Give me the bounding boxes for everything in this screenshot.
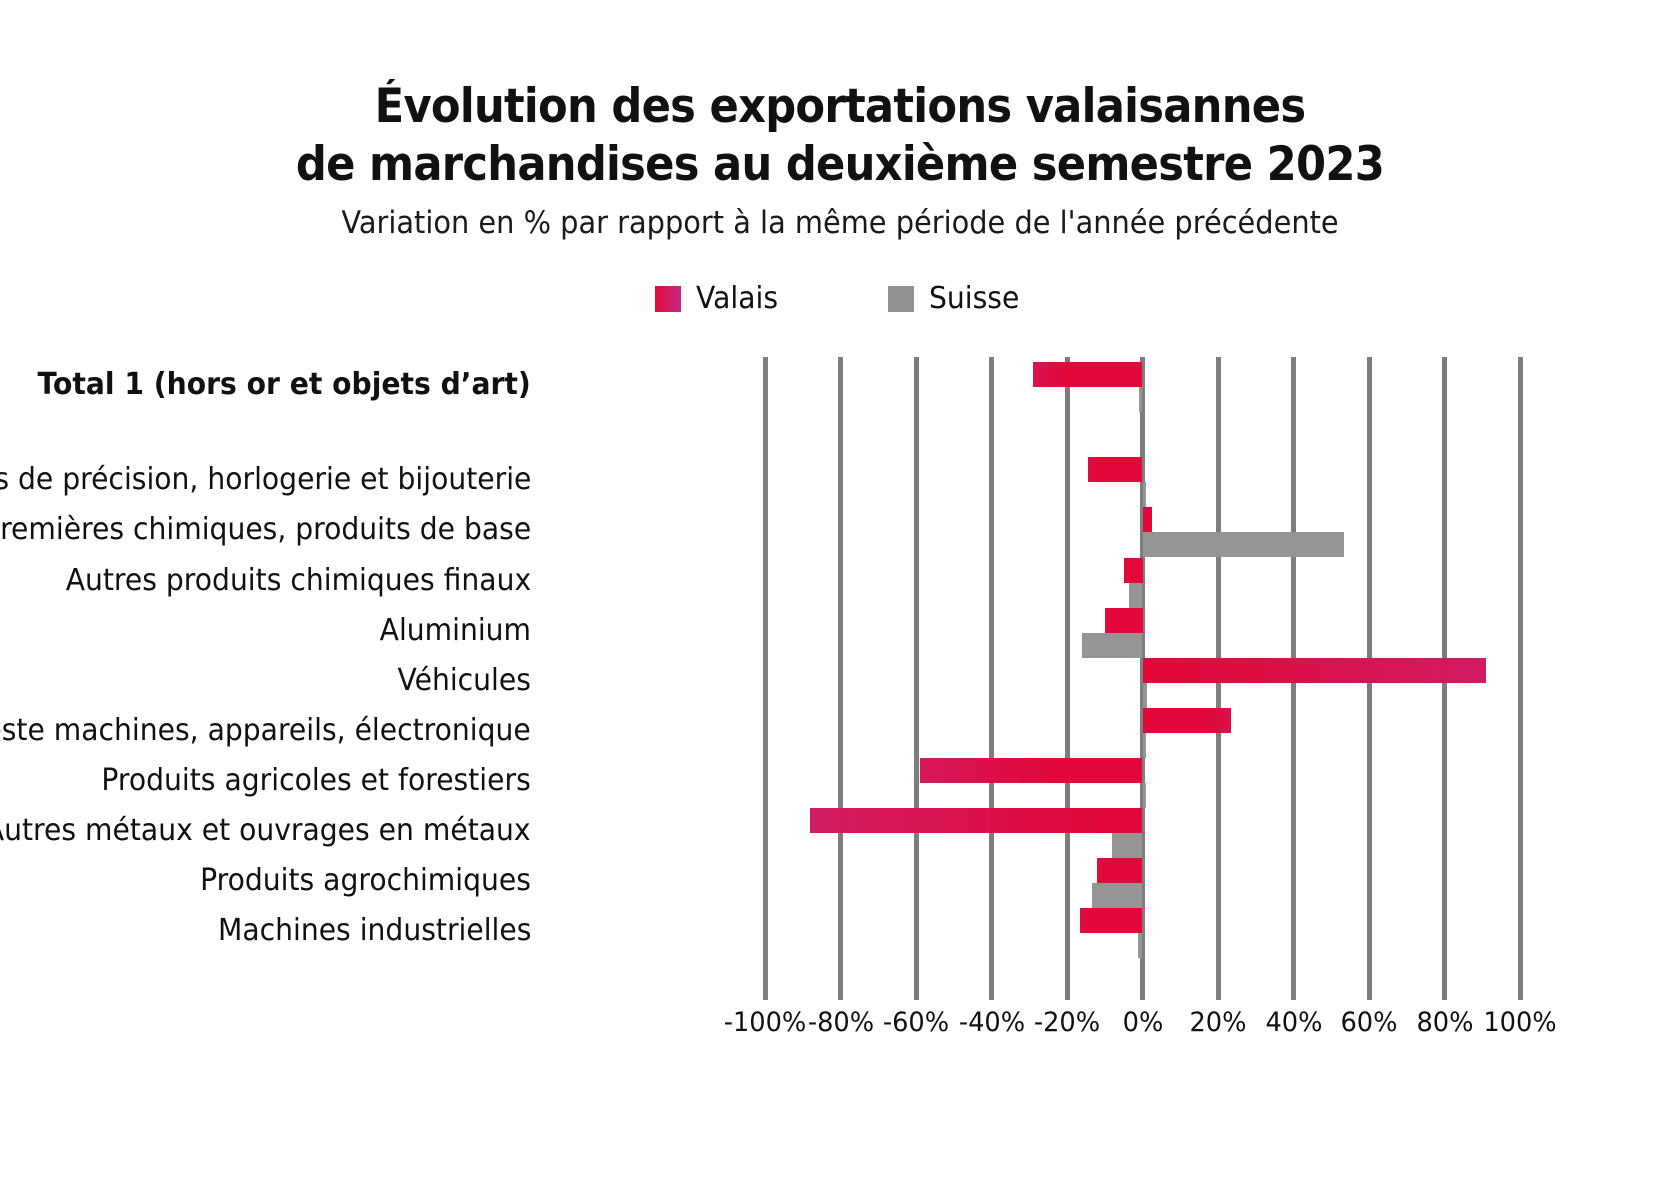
chart-legend: Valais Suisse: [0, 281, 1680, 316]
bar-suisse: [1142, 783, 1146, 808]
gridline--80: [838, 357, 843, 1000]
bar-valais: [1123, 558, 1143, 583]
chart-row: Produits agrochimiques: [0, 856, 1680, 908]
x-axis-tick-40: 40%: [1264, 1007, 1323, 1038]
page-subtitle: Variation en % par rapport à la même pér…: [341, 204, 1339, 241]
category-label: Instruments de précision, horlogerie et …: [0, 462, 531, 497]
bar-suisse: [1112, 833, 1143, 858]
title-block: Évolution des exportations valaisannes d…: [0, 78, 1680, 241]
suisse-swatch-icon: [887, 285, 914, 312]
x-axis-tick-20: 20%: [1189, 1007, 1247, 1038]
chart-row: Matières premières chimiques, produits d…: [0, 505, 1680, 557]
category-label: Matières premières chimiques, produits d…: [0, 512, 531, 547]
bar-suisse: [1082, 633, 1143, 658]
bar-valais: [1142, 658, 1487, 683]
x-axis-tick--20: -20%: [1033, 1007, 1101, 1038]
gridline--20: [1064, 357, 1070, 1000]
category-label: Produits agricoles et forestiers: [101, 763, 531, 798]
category-label: Machines industrielles: [217, 913, 531, 948]
bar-suisse: [1142, 482, 1146, 507]
category-label: Autres métaux et ouvrages en métaux: [0, 813, 531, 848]
category-label: Reste machines, appareils, électronique: [0, 713, 531, 748]
bar-suisse: [1142, 733, 1147, 758]
category-label: Total 1 (hors or et objets d’art): [37, 367, 531, 402]
gridline-100: [1517, 357, 1523, 1000]
category-label: Véhicules: [397, 663, 531, 698]
bar-suisse: [1137, 933, 1143, 958]
bar-valais: [1080, 908, 1143, 933]
legend-label-valais: Valais: [696, 281, 779, 316]
page-title-line-2: de marchandises au deuxième semestre 202…: [295, 137, 1385, 193]
chart-row: Instruments de précision, horlogerie et …: [0, 455, 1680, 507]
gridline--100: [762, 357, 768, 1000]
bar-valais: [1142, 507, 1152, 532]
bar-suisse: [1139, 387, 1143, 412]
gridline--60: [913, 357, 919, 1000]
bar-suisse: [1142, 683, 1148, 708]
category-label: Produits agrochimiques: [200, 863, 531, 898]
chart-row: Autres métaux et ouvrages en métaux: [0, 806, 1680, 858]
x-axis-tick-0: 0%: [1122, 1007, 1163, 1038]
x-axis-tick-labels: -100% -80% -60% -40% -20% 0% 20% 40% 60% 80% 100%: [724, 1007, 1557, 1047]
category-label: Aluminium: [379, 613, 531, 648]
bar-valais: [1097, 858, 1143, 883]
bar-valais: [919, 758, 1143, 783]
x-axis-tick-100: 100%: [1483, 1007, 1557, 1038]
chart-row: Aluminium: [0, 606, 1680, 658]
chart-row: Produits agricoles et forestiers: [0, 756, 1680, 808]
chart-row: Reste machines, appareils, électronique: [0, 706, 1680, 758]
valais-swatch-icon: [655, 285, 682, 312]
chart-row: Autres produits chimiques finaux: [0, 556, 1680, 608]
x-axis-tick--80: -80%: [807, 1007, 874, 1038]
chart-row: Total 1 (hors or et objets d’art): [0, 360, 1680, 412]
bar-suisse: [1091, 883, 1143, 908]
x-axis-tick-60: 60%: [1340, 1007, 1398, 1038]
chart-row: Véhicules: [0, 656, 1680, 708]
bar-valais: [1104, 608, 1143, 633]
page-title-line-1: Évolution des exportations valaisannes: [374, 79, 1306, 134]
bar-suisse: [1129, 583, 1143, 608]
bar-valais: [1087, 457, 1143, 482]
bar-valais: [1033, 362, 1143, 387]
x-axis-tick--40: -40%: [958, 1007, 1025, 1038]
bar-valais: [810, 808, 1143, 833]
legend-item-valais: Valais: [655, 281, 783, 316]
x-axis-tick--100: -100%: [723, 1007, 807, 1038]
bar-valais: [1142, 708, 1232, 733]
category-label: Autres produits chimiques finaux: [65, 563, 531, 598]
chart-row: Machines industrielles: [0, 906, 1680, 958]
legend-label-suisse: Suisse: [928, 281, 1019, 316]
legend-item-suisse: Suisse: [887, 281, 1025, 316]
bar-suisse: [1142, 532, 1345, 557]
x-axis-tick-80: 80%: [1415, 1007, 1474, 1038]
x-axis-tick--60: -60%: [882, 1007, 950, 1038]
gridline--40: [989, 357, 994, 1000]
